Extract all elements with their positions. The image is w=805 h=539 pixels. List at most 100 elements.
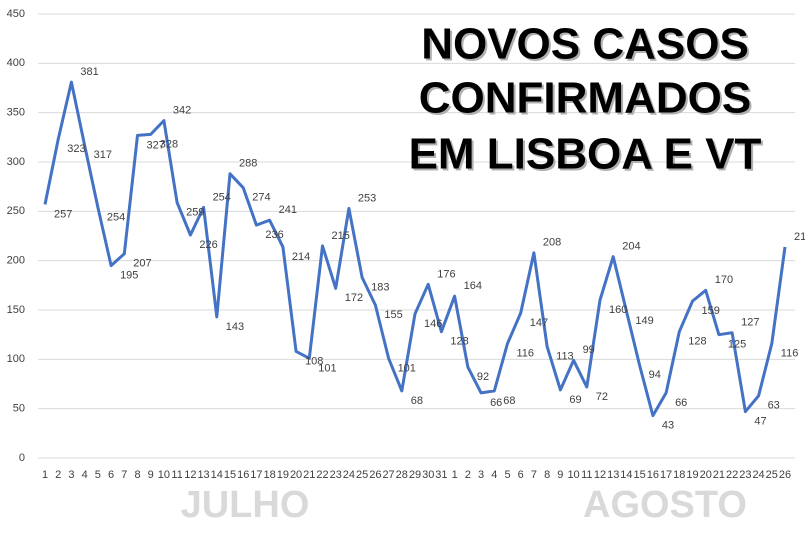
x-tick-label: 20 xyxy=(700,469,712,481)
data-label: 99 xyxy=(583,344,595,356)
data-label: 342 xyxy=(173,104,191,116)
data-label: 274 xyxy=(252,192,270,204)
data-label: 143 xyxy=(226,321,244,333)
data-label: 323 xyxy=(67,143,85,155)
x-tick-label: 6 xyxy=(518,469,524,481)
x-tick-label: 6 xyxy=(108,469,114,481)
data-label: 160 xyxy=(609,304,627,316)
data-label: 381 xyxy=(80,66,98,78)
x-tick-label: 17 xyxy=(250,469,262,481)
data-label: 63 xyxy=(768,400,780,412)
x-tick-label: 10 xyxy=(158,469,170,481)
data-label: 116 xyxy=(517,347,535,359)
data-label: 72 xyxy=(596,391,608,403)
data-label: 288 xyxy=(239,158,257,170)
data-label: 254 xyxy=(107,211,125,223)
data-label: 66 xyxy=(490,397,502,409)
x-tick-label: 11 xyxy=(581,469,592,481)
data-label: 68 xyxy=(503,395,515,407)
data-label: 116 xyxy=(781,347,799,359)
x-tick-label: 3 xyxy=(478,469,484,481)
data-label: 208 xyxy=(543,237,561,249)
data-label: 94 xyxy=(649,369,661,381)
x-tick-label: 13 xyxy=(197,469,209,481)
x-tick-label: 14 xyxy=(620,469,632,481)
x-tick-label: 8 xyxy=(544,469,550,481)
chart-title: NOVOS CASOS xyxy=(421,20,749,69)
x-tick-label: 21 xyxy=(713,469,725,481)
chart-title-shadow: EM LISBOA E VT xyxy=(411,132,764,181)
data-label: 317 xyxy=(94,149,112,161)
x-tick-label: 30 xyxy=(422,469,434,481)
data-label: 204 xyxy=(622,241,640,253)
x-tick-label: 12 xyxy=(594,469,606,481)
data-label: 68 xyxy=(411,395,423,407)
x-tick-label: 8 xyxy=(134,469,140,481)
x-tick-label: 21 xyxy=(303,469,315,481)
chart-title-shadow: CONFIRMADOS xyxy=(421,76,753,125)
x-tick-label: 26 xyxy=(779,469,791,481)
data-label: 128 xyxy=(688,336,706,348)
data-label: 176 xyxy=(437,268,455,280)
x-tick-label: 2 xyxy=(465,469,471,481)
data-label: 128 xyxy=(450,336,468,348)
x-tick-label: 13 xyxy=(607,469,619,481)
x-tick-label: 24 xyxy=(343,469,355,481)
x-tick-label: 19 xyxy=(277,469,289,481)
data-label: 66 xyxy=(675,397,687,409)
data-label: 146 xyxy=(424,318,442,330)
chart-title: CONFIRMADOS xyxy=(419,74,751,123)
data-line xyxy=(43,80,787,418)
x-tick-label: 7 xyxy=(531,469,537,481)
data-label: 127 xyxy=(741,317,759,329)
x-tick-label: 5 xyxy=(95,469,101,481)
chart-title: EM LISBOA E VT xyxy=(409,130,762,179)
x-tick-label: 16 xyxy=(237,469,249,481)
y-tick-label: 50 xyxy=(13,403,25,415)
data-label: 257 xyxy=(54,208,72,220)
data-label: 195 xyxy=(120,270,138,282)
data-label: 92 xyxy=(477,371,489,383)
x-tick-label: 24 xyxy=(752,469,764,481)
x-tick-label: 23 xyxy=(739,469,751,481)
y-tick-label: 100 xyxy=(7,353,25,365)
data-label: 170 xyxy=(715,274,733,286)
x-tick-label: 17 xyxy=(660,469,672,481)
data-label: 253 xyxy=(358,192,376,204)
month-label: AGOSTO xyxy=(583,484,747,526)
x-tick-label: 2 xyxy=(55,469,61,481)
x-tick-label: 15 xyxy=(634,469,646,481)
data-label: 254 xyxy=(213,191,231,203)
y-tick-label: 300 xyxy=(7,156,25,168)
data-label: 113 xyxy=(556,350,574,362)
data-label: 259 xyxy=(186,206,204,218)
chart-title-shadow: NOVOS CASOS xyxy=(423,22,751,71)
x-tick-label: 18 xyxy=(673,469,685,481)
data-label: 159 xyxy=(702,305,720,317)
y-tick-label: 200 xyxy=(7,255,25,267)
data-label: 215 xyxy=(332,230,350,242)
data-label: 328 xyxy=(160,138,178,150)
data-label: 43 xyxy=(662,419,674,431)
y-tick-label: 250 xyxy=(7,205,25,217)
x-tick-label: 19 xyxy=(686,469,698,481)
x-tick-label: 29 xyxy=(409,469,421,481)
data-label: 164 xyxy=(464,280,482,292)
x-tick-label: 4 xyxy=(491,469,497,481)
x-tick-label: 3 xyxy=(68,469,74,481)
x-tick-label: 16 xyxy=(647,469,659,481)
y-tick-label: 350 xyxy=(7,107,25,119)
x-tick-label: 23 xyxy=(330,469,342,481)
x-tick-label: 18 xyxy=(264,469,276,481)
x-tick-label: 27 xyxy=(382,469,394,481)
x-tick-label: 11 xyxy=(171,469,182,481)
data-label: 214 xyxy=(794,231,805,243)
x-tick-label: 5 xyxy=(504,469,510,481)
x-tick-label: 7 xyxy=(121,469,127,481)
data-label: 207 xyxy=(133,258,151,270)
x-tick-label: 25 xyxy=(356,469,368,481)
y-tick-label: 400 xyxy=(7,57,25,69)
data-label: 155 xyxy=(384,309,402,321)
month-label: JULHO xyxy=(181,484,310,526)
